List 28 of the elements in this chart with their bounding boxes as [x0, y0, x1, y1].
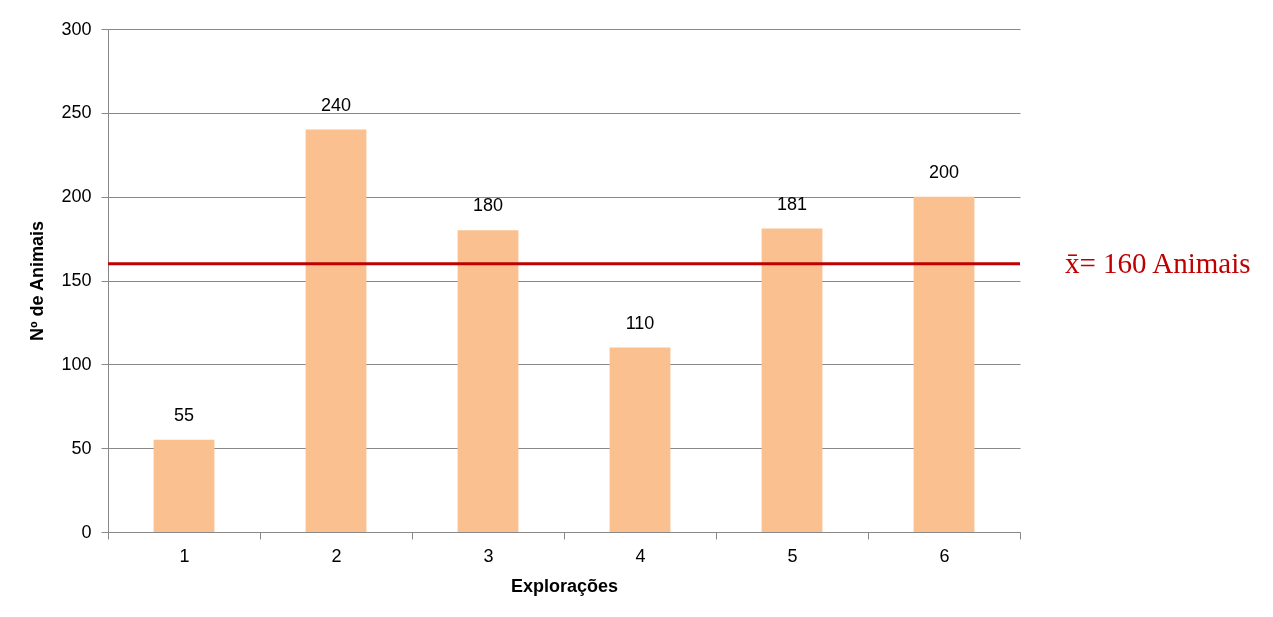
bar — [761, 228, 823, 532]
x-tick-label: 6 — [939, 545, 950, 566]
y-tick-label: 150 — [61, 270, 92, 290]
data-label: 200 — [928, 161, 960, 182]
y-tick-label: 50 — [71, 437, 92, 458]
x-tick-label: 1 — [179, 545, 190, 566]
data-label: 110 — [625, 312, 655, 333]
y-tick-label: 200 — [61, 186, 92, 207]
data-label: 180 — [472, 195, 504, 216]
bar — [913, 196, 975, 532]
x-tick-label: 5 — [787, 545, 798, 566]
data-label: 181 — [776, 193, 808, 214]
x-tick-label: 2 — [331, 545, 342, 566]
x-tick-label: 4 — [635, 545, 646, 566]
y-tick-label: 100 — [61, 353, 92, 374]
y-tick-label: 250 — [61, 102, 92, 123]
y-tick-label: 0 — [81, 521, 92, 542]
bar — [305, 129, 367, 532]
data-label: 240 — [320, 94, 352, 115]
bar — [153, 439, 215, 532]
ref-line-label: x̄= 160 Animais — [1065, 246, 1251, 279]
data-label: 55 — [173, 404, 195, 425]
y-axis-title: Nº de Animais — [27, 221, 48, 341]
x-axis-title: Explorações — [510, 575, 619, 596]
x-tick-label: 3 — [483, 545, 494, 566]
bar — [457, 230, 519, 532]
y-tick-label: 300 — [61, 18, 92, 39]
bar — [609, 347, 671, 532]
